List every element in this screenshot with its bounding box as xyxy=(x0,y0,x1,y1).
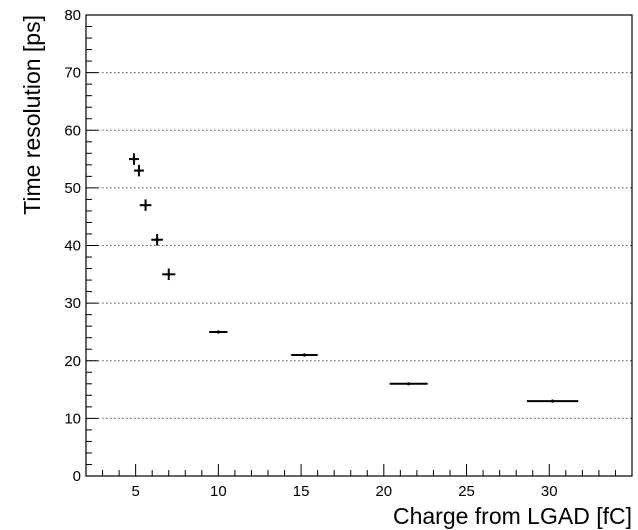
y-tick-label: 60 xyxy=(64,122,81,139)
x-axis-title: Charge from LGAD [fC] xyxy=(393,503,632,529)
y-tick-label: 0 xyxy=(73,468,81,485)
x-tick-label: 25 xyxy=(458,483,475,500)
x-tick-label: 10 xyxy=(210,483,227,500)
data-point xyxy=(389,382,428,386)
data-points xyxy=(129,153,579,403)
data-point xyxy=(291,353,318,357)
y-tick-label: 40 xyxy=(64,238,81,255)
y-tick-label: 70 xyxy=(64,65,81,82)
data-point xyxy=(151,233,163,246)
grid-lines xyxy=(86,72,632,419)
x-tick-label: 30 xyxy=(541,483,558,500)
y-tick-label: 20 xyxy=(64,353,81,370)
point-marker xyxy=(407,382,411,386)
point-marker xyxy=(550,399,555,403)
x-tick-label: 20 xyxy=(375,483,392,500)
point-marker xyxy=(143,203,148,207)
point-marker xyxy=(302,353,306,357)
point-marker xyxy=(132,157,136,161)
x-tick-label: 5 xyxy=(131,483,139,500)
y-tick-label: 80 xyxy=(64,7,81,24)
point-marker xyxy=(137,168,141,173)
point-marker xyxy=(167,272,171,276)
data-point xyxy=(133,164,144,177)
point-marker xyxy=(216,330,220,334)
data-point xyxy=(209,330,228,334)
y-tick-label: 30 xyxy=(64,295,81,312)
data-point xyxy=(139,199,152,211)
tick-labels: 0 10 20 30 40 50 60 70 80 5 10 15 20 25 30 xyxy=(64,7,557,500)
data-point xyxy=(162,268,176,281)
y-tick-label: 10 xyxy=(64,410,81,427)
point-marker xyxy=(155,238,159,242)
y-tick-label: 50 xyxy=(64,180,81,197)
data-point xyxy=(129,153,139,165)
axis-ticks xyxy=(85,14,616,477)
data-point xyxy=(526,399,579,403)
x-tick-label: 15 xyxy=(293,483,310,500)
y-axis-title: Time resolution [ps] xyxy=(19,15,45,215)
